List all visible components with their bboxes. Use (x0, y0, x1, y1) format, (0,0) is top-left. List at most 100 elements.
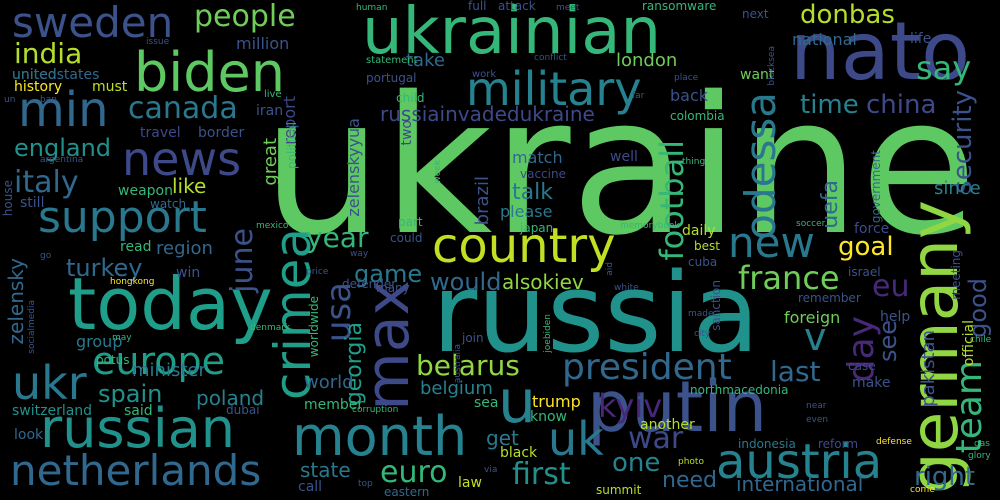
word-socialmedia: socialmedia (27, 300, 37, 354)
word-even: even (806, 415, 829, 425)
word-support: support (38, 192, 207, 243)
word-win: win (176, 265, 201, 281)
word-issue: issue (146, 37, 170, 47)
word-euro: euro (380, 455, 448, 490)
word-thing: thing (682, 157, 706, 167)
word-switzerland: switzerland (12, 403, 93, 419)
word-glory: glory (968, 451, 991, 461)
word-well: well (610, 149, 638, 165)
word-need: need (662, 468, 717, 493)
word-canada: canada (128, 91, 238, 126)
word-dubai: dubai (226, 403, 260, 417)
word-ukrainian: ukrainian (362, 0, 662, 69)
word-top: top (358, 479, 373, 489)
word-china: china (866, 90, 937, 120)
word-call: call (298, 479, 323, 495)
word-joebiden: joebiden (543, 314, 553, 353)
word-today: today (68, 262, 273, 346)
word-potus: potus (96, 353, 130, 367)
word-may: may (112, 333, 132, 343)
word-watch: watch (150, 197, 187, 211)
word-month: month (292, 405, 468, 468)
word-max: max (353, 280, 423, 411)
word-spain: spain (98, 380, 163, 408)
word-gas: gas (974, 439, 990, 449)
word-want: want (740, 67, 775, 83)
word-country: country (432, 218, 616, 274)
word-way: way (350, 249, 369, 259)
word-mexico: mexico (256, 221, 289, 231)
word-defender: defender (342, 277, 397, 291)
word-world: world (304, 372, 354, 393)
word-million: million (236, 34, 290, 53)
word-united: united (12, 67, 57, 83)
word-poland: poland (196, 386, 265, 410)
word-new: new (728, 218, 815, 267)
word-international: international (736, 472, 864, 496)
word-human: human (356, 3, 388, 13)
word-v: v (804, 315, 827, 359)
word-northmacedonia: northmacedonia (690, 383, 789, 397)
word-part: part (398, 215, 423, 229)
word-vaccine: vaccine (520, 167, 566, 181)
word-russian: russian (40, 397, 236, 460)
word-iran: iran (256, 103, 284, 119)
word-goal: goal (838, 232, 894, 262)
word-denmark: denmark (250, 323, 291, 333)
word-soccer: soccer (796, 219, 826, 229)
word-first: first (512, 457, 571, 492)
word-minister: minister (132, 360, 206, 381)
word-time: time (800, 90, 859, 120)
word-week: week (433, 160, 443, 184)
word-full: full (468, 0, 487, 13)
word-france: france (738, 259, 840, 297)
word-child: child (396, 91, 425, 105)
word-white: white (614, 283, 639, 293)
word-far: far (632, 91, 645, 101)
word-sea: sea (474, 395, 499, 411)
word-meeting: meeting (949, 250, 963, 300)
word-india: india (14, 37, 83, 70)
word-donbas: donbas (800, 0, 895, 30)
word-brazil: brazil (472, 176, 493, 226)
word-news: news (122, 132, 242, 186)
word-made: made (688, 309, 714, 319)
word-two: two (399, 120, 415, 146)
word-alsokiev: alsokiev (502, 270, 584, 294)
word-next: next (742, 7, 769, 21)
word-back: back (670, 86, 709, 105)
word-england: england (14, 134, 112, 162)
word-president: president (562, 347, 732, 388)
word-zelensky: zelensky (4, 258, 28, 345)
word-sanction: sanction (709, 280, 723, 331)
word-black: black (500, 445, 538, 461)
word-right: right (914, 462, 976, 492)
word-history: history (14, 79, 63, 95)
word-political: political (285, 122, 299, 169)
word-japan: japan (520, 221, 554, 235)
word-russiainvadedukraine: russiainvadedukraine (380, 102, 595, 126)
word-best: best (694, 239, 720, 253)
word-know: know (530, 409, 567, 425)
word-nato: nato (790, 5, 971, 98)
word-please: please (500, 202, 553, 221)
word-belgium: belgium (420, 378, 493, 399)
word-colombia: colombia (670, 109, 725, 123)
word-israel: israel (848, 265, 881, 279)
word-hongkong: hongkong (110, 277, 155, 287)
word-worldwide: worldwide (307, 296, 321, 358)
word-get: get (486, 426, 519, 450)
word-help: help (880, 309, 911, 325)
word-many: many (376, 281, 410, 295)
word-ukr: ukr (12, 356, 87, 410)
word-ransomware: ransomware (642, 0, 717, 13)
word-pakistan: pakistan (918, 330, 939, 407)
word-belarus: belarus (416, 349, 520, 382)
word-like: like (172, 174, 207, 198)
word-weapon: weapon (118, 183, 173, 199)
word-chile: chile (970, 335, 992, 345)
word-cuba: cuba (688, 255, 718, 269)
word-law: law (458, 475, 482, 491)
word-eastern: eastern (384, 485, 430, 499)
word-australia: australia (453, 344, 463, 384)
